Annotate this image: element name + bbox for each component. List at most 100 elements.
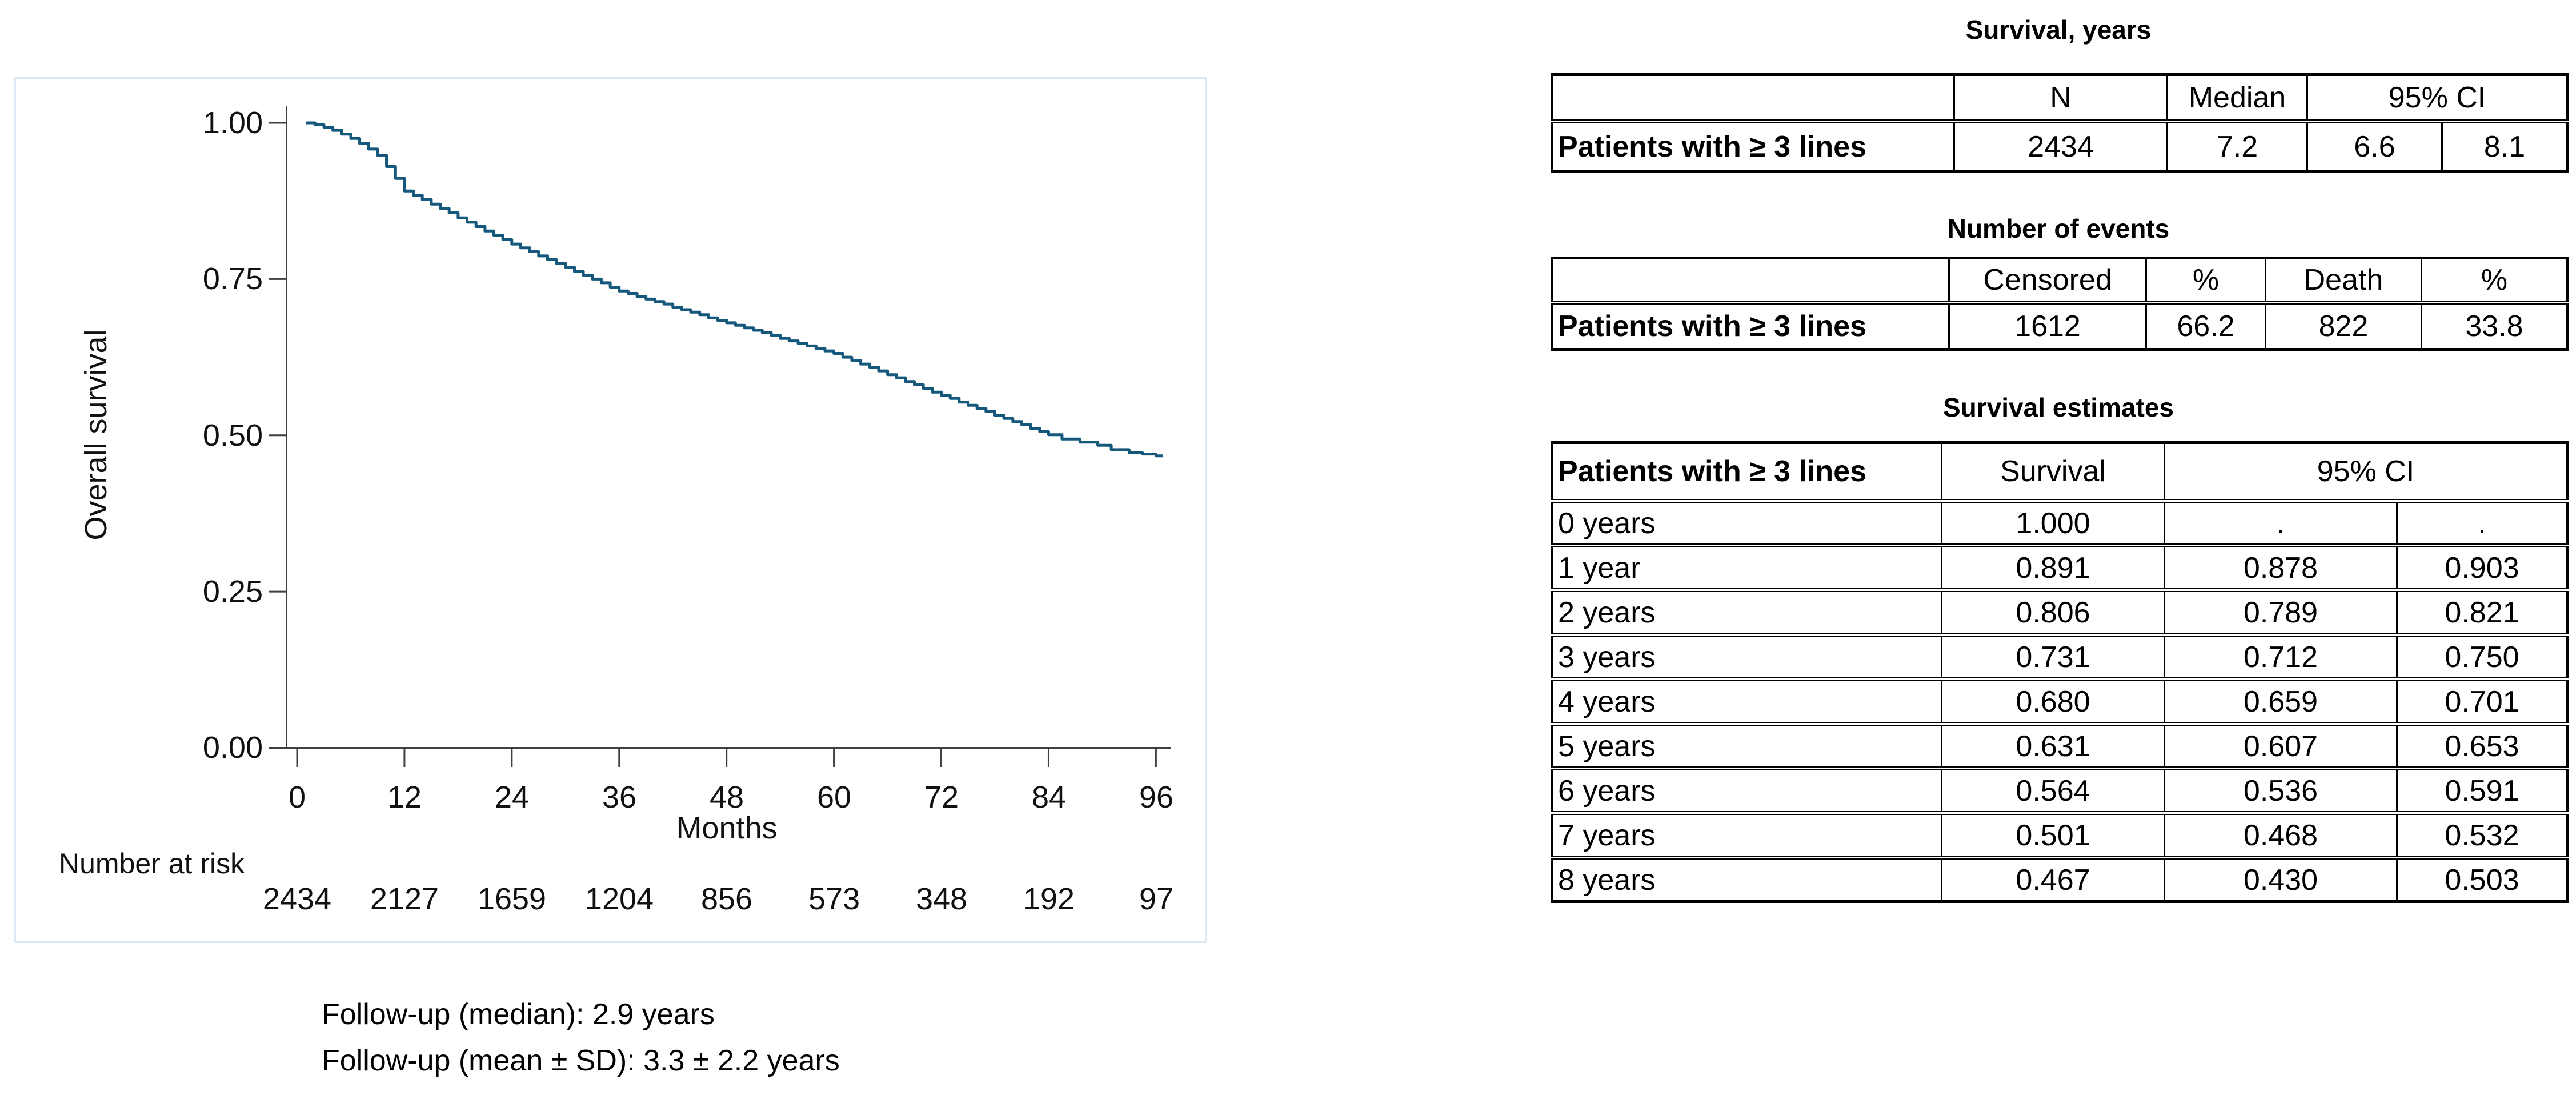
table-row: 3 years 0.731 0.712 0.750 — [1551, 633, 2569, 680]
y-tick-label: 0.50 — [202, 418, 263, 453]
ci-low: 0.878 — [2164, 543, 2398, 591]
number-at-risk-label: Number at risk — [59, 848, 245, 880]
table-header-row: N Median 95% CI — [1551, 73, 2569, 122]
axis-tick-marks — [269, 122, 1157, 767]
header-death: Death — [2265, 257, 2422, 303]
header-median: Median — [2166, 73, 2308, 122]
survival-value: 1.000 — [1941, 499, 2165, 546]
table-row: 8 years 0.467 0.430 0.503 — [1551, 856, 2569, 903]
survival-value: 0.731 — [1941, 633, 2165, 680]
ci-high: 0.903 — [2396, 543, 2569, 591]
survival-years-title: Survival, years — [1965, 15, 2152, 45]
row-label: 1 year — [1551, 543, 1942, 591]
x-tick-label: 0 — [288, 780, 306, 814]
followup-mean-note: Follow-up (mean ± SD): 3.3 ± 2.2 years — [322, 1044, 840, 1077]
number-at-risk-value: 856 — [700, 882, 753, 916]
ci-high: . — [2396, 499, 2569, 546]
header-death-pct: % — [2421, 257, 2569, 303]
ci-high: 0.503 — [2396, 856, 2569, 903]
survival-estimates-title: Survival estimates — [1942, 393, 2174, 422]
ci-low: . — [2164, 499, 2398, 546]
row-label: 6 years — [1551, 766, 1942, 814]
ci-low: 0.536 — [2164, 766, 2398, 814]
table-header-row: Censored % Death % — [1551, 257, 2569, 303]
ci-low: 0.607 — [2164, 722, 2398, 769]
ci-high: 0.591 — [2396, 766, 2569, 814]
header-empty — [1551, 73, 1955, 122]
table-row: 6 years 0.564 0.536 0.591 — [1551, 766, 2569, 814]
number-at-risk-value: 1204 — [584, 882, 654, 916]
number-at-risk-value: 573 — [808, 882, 860, 916]
survival-value: 0.501 — [1941, 811, 2165, 858]
ci-low: 0.468 — [2164, 811, 2398, 858]
ci-high: 0.532 — [2396, 811, 2569, 858]
header-censored: Censored — [1948, 257, 2147, 303]
survival-value: 0.564 — [1941, 766, 2165, 814]
table-row: 0 years 1.000 . . — [1551, 499, 2569, 546]
ci-high: 0.750 — [2396, 633, 2569, 680]
header-censored-pct: % — [2145, 257, 2266, 303]
row-label: 8 years — [1551, 856, 1942, 903]
row-label: Patients with ≥ 3 lines — [1551, 119, 1955, 173]
number-at-risk-value: 97 — [1139, 882, 1174, 916]
survival-value: 0.891 — [1941, 543, 2165, 591]
row-label: 5 years — [1551, 722, 1942, 769]
x-axis-title: Months — [676, 811, 778, 845]
table-row: 4 years 0.680 0.659 0.701 — [1551, 677, 2569, 725]
table-header-row: Patients with ≥ 3 lines Survival 95% CI — [1551, 441, 2569, 502]
header-95ci: 95% CI — [2306, 73, 2569, 122]
ci-low: 0.430 — [2164, 856, 2398, 903]
header-group-label: Patients with ≥ 3 lines — [1551, 441, 1942, 502]
row-label: 0 years — [1551, 499, 1942, 546]
table-row: 7 years 0.501 0.468 0.532 — [1551, 811, 2569, 858]
censored-pct-value: 66.2 — [2145, 301, 2266, 351]
x-tick-label: 84 — [1031, 780, 1067, 814]
number-of-events-title: Number of events — [1947, 214, 2170, 243]
death-value: 822 — [2265, 301, 2422, 351]
ci-low: 0.712 — [2164, 633, 2398, 680]
x-tick-label: 48 — [709, 780, 744, 814]
table-row: 5 years 0.631 0.607 0.653 — [1551, 722, 2569, 769]
row-label: 3 years — [1551, 633, 1942, 680]
row-label: 2 years — [1551, 588, 1942, 636]
ci-high: 0.701 — [2396, 677, 2569, 725]
table-row: 1 year 0.891 0.878 0.903 — [1551, 543, 2569, 591]
row-label: 7 years — [1551, 811, 1942, 858]
km-plot-frame — [14, 77, 1207, 943]
y-tick-label: 0.25 — [202, 574, 263, 609]
survival-value: 0.631 — [1941, 722, 2165, 769]
survival-curve — [306, 121, 1163, 458]
n-value: 2434 — [1953, 119, 2168, 173]
x-tick-label: 72 — [924, 780, 959, 814]
x-tick-label: 12 — [387, 780, 422, 814]
ci-low: 0.659 — [2164, 677, 2398, 725]
number-at-risk-value: 1659 — [477, 882, 547, 916]
ci-high: 0.821 — [2396, 588, 2569, 636]
ci-high: 8.1 — [2441, 119, 2569, 173]
table-row: Patients with ≥ 3 lines 1612 66.2 822 33… — [1551, 301, 2569, 351]
censored-value: 1612 — [1948, 301, 2147, 351]
survival-value: 0.806 — [1941, 588, 2165, 636]
number-at-risk-value: 348 — [915, 882, 968, 916]
death-pct-value: 33.8 — [2421, 301, 2569, 351]
x-tick-label: 36 — [602, 780, 637, 814]
survival-value: 0.680 — [1941, 677, 2165, 725]
survival-years-table: N Median 95% CI Patients with ≥ 3 lines … — [1551, 73, 2569, 173]
y-tick-label: 0.00 — [202, 730, 263, 765]
km-plot-svg — [269, 106, 1171, 767]
table-row: Patients with ≥ 3 lines 2434 7.2 6.6 8.1 — [1551, 119, 2569, 173]
header-n: N — [1953, 73, 2168, 122]
number-of-events-table: Censored % Death % Patients with ≥ 3 lin… — [1551, 257, 2569, 351]
number-at-risk-value: 2127 — [370, 882, 439, 916]
row-label: 4 years — [1551, 677, 1942, 725]
header-survival: Survival — [1941, 441, 2165, 502]
y-axis-title: Overall survival — [79, 329, 113, 541]
table-row: 2 years 0.806 0.789 0.821 — [1551, 588, 2569, 636]
followup-median-note: Follow-up (median): 2.9 years — [322, 998, 715, 1031]
number-at-risk-value: 192 — [1023, 882, 1075, 916]
y-tick-label: 0.75 — [202, 262, 263, 296]
survival-value: 0.467 — [1941, 856, 2165, 903]
y-tick-label: 1.00 — [202, 106, 263, 140]
x-tick-label: 60 — [816, 780, 852, 814]
